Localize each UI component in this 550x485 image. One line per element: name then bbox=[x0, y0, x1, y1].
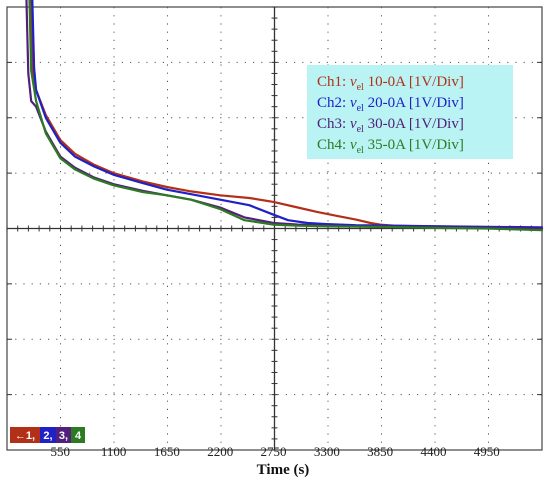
series-layer bbox=[25, 0, 544, 232]
x-tick-label: 1650 bbox=[154, 444, 180, 459]
x-tick-label: 4950 bbox=[474, 444, 500, 459]
series-line-ch4 bbox=[28, 0, 544, 232]
channel-marker-label: 3, bbox=[59, 430, 68, 442]
channel-marker-label: 4 bbox=[75, 430, 82, 442]
x-tick-label: 4400 bbox=[420, 444, 446, 459]
channel-marker-label: ←1, bbox=[15, 430, 35, 442]
channel-marker: ←1, 2, 3, 4 bbox=[10, 427, 85, 443]
legend-box bbox=[307, 65, 513, 159]
channel-marker-label: 2, bbox=[43, 430, 52, 442]
legend-entry-ch3: Ch3: vel 30-0A [1V/Div] bbox=[317, 116, 464, 135]
channel-marker-box bbox=[40, 427, 56, 443]
x-tick-label: 1100 bbox=[101, 444, 127, 459]
x-tick-labels: 550 1100 1650 2200 2750 3300 3850 4400 4950 bbox=[51, 444, 500, 459]
x-tick-label: 2750 bbox=[261, 444, 287, 459]
x-axis-title: Time (s) bbox=[257, 462, 310, 478]
x-tick-label: 2200 bbox=[207, 444, 233, 459]
legend-entry-ch2: Ch2: vel 20-0A [1V/Div] bbox=[317, 95, 464, 114]
x-tick-label: 3300 bbox=[314, 444, 340, 459]
channel-marker-box bbox=[71, 427, 85, 443]
series-line-ch2 bbox=[31, 0, 544, 229]
channel-marker-box bbox=[10, 427, 40, 443]
x-tick-label: 550 bbox=[51, 444, 71, 459]
legend: Ch1: vel 10-0A [1V/Div] Ch2: vel 20-0A [1… bbox=[307, 65, 513, 159]
legend-entry-ch4: Ch4: vel 35-0A [1V/Div] bbox=[317, 137, 464, 156]
legend-entry-ch1: Ch1: vel 10-0A [1V/Div] bbox=[317, 74, 464, 93]
x-tick-label: 3850 bbox=[367, 444, 393, 459]
channel-marker-box bbox=[56, 427, 71, 443]
